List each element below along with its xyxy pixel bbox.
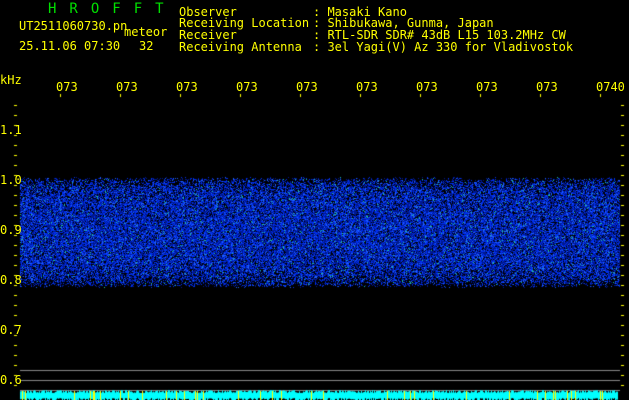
y-tick-label: 0.9: [0, 223, 22, 237]
info-label: Receiving Antenna: [179, 41, 302, 53]
filename: UT2511060730.pn: [19, 20, 127, 32]
y-tick-label: 0.7: [0, 323, 22, 337]
unit-label: kHz: [0, 73, 22, 87]
time-tick-label: 073: [356, 80, 378, 94]
y-tick-label: 0.6: [0, 373, 22, 387]
y-tick-label: 1.1: [0, 123, 22, 137]
time-tick-label: 073: [536, 80, 558, 94]
time-tick-label: 073: [176, 80, 198, 94]
count: 32: [139, 40, 153, 52]
time-tick-label: 073: [56, 80, 78, 94]
app-title: HROFFT: [48, 1, 177, 17]
mode-label: meteor: [124, 26, 167, 38]
time-tick-label: 073: [416, 80, 438, 94]
time-tick-label: 073: [236, 80, 258, 94]
time-tick-label: 073: [116, 80, 138, 94]
y-tick-label: 0.8: [0, 273, 22, 287]
time-tick-label: 073: [476, 80, 498, 94]
time-tick-label: 0740: [596, 80, 625, 94]
y-tick-label: 1.0: [0, 173, 22, 187]
time-tick-label: 073: [296, 80, 318, 94]
datetime: 25.11.06 07:30: [19, 40, 120, 52]
antenna-value: 3el Yagi(V) Az 330 for Vladivostok: [327, 40, 573, 54]
